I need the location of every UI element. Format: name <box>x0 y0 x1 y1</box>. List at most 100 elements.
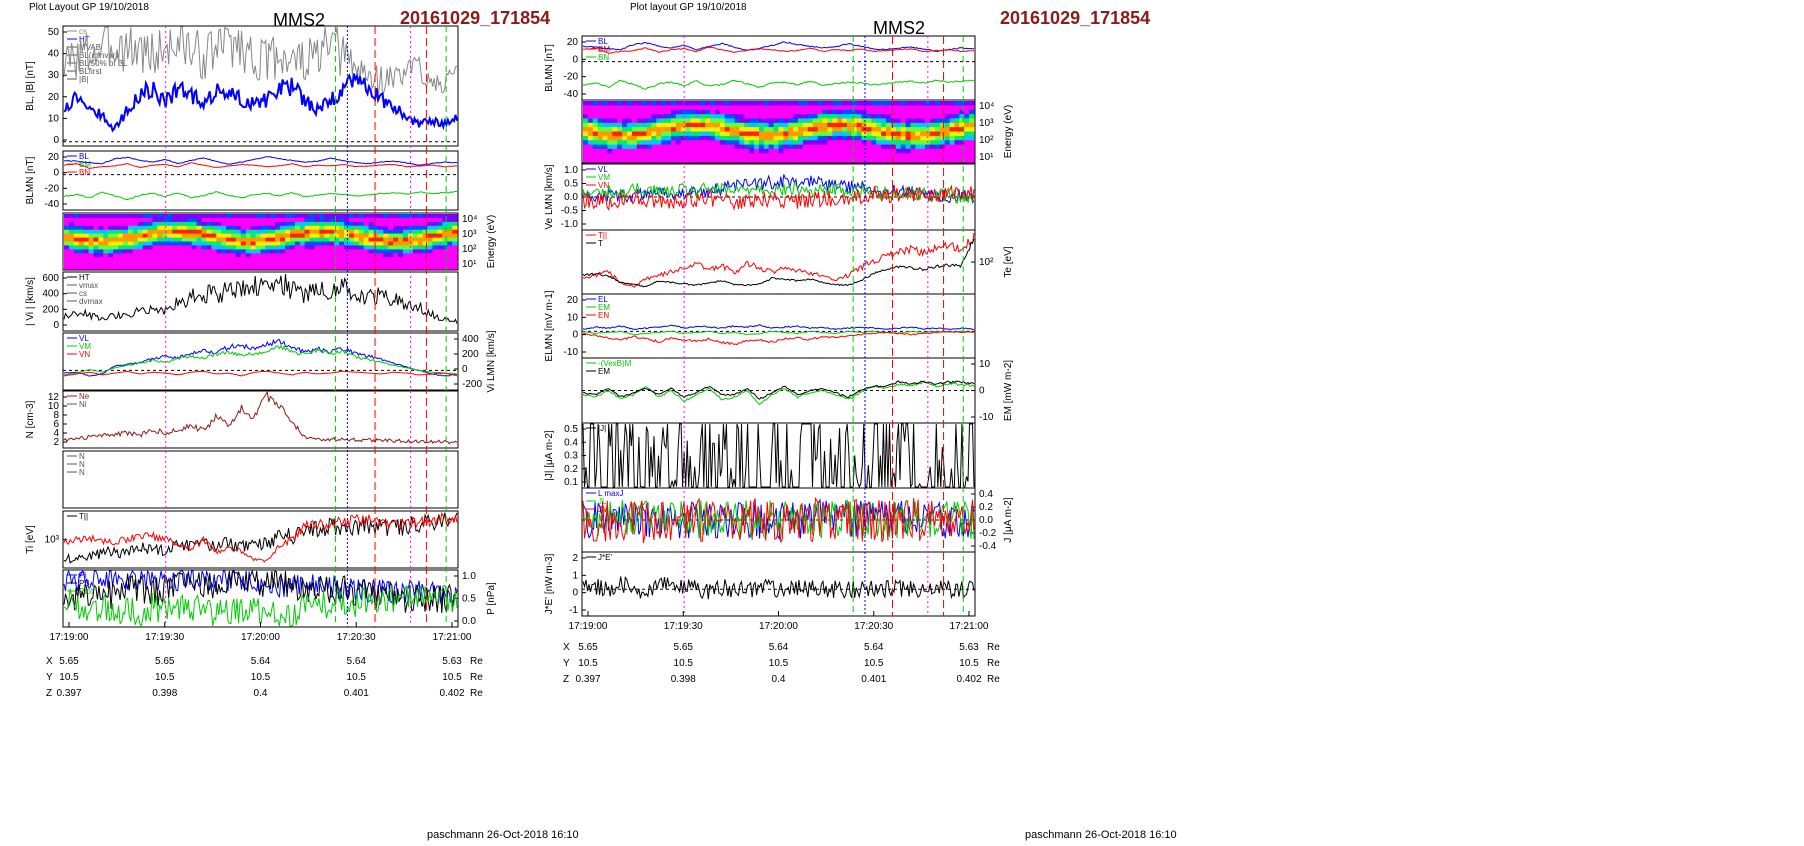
spectrogram-cell <box>636 131 643 137</box>
spectrogram-cell <box>900 135 907 141</box>
right-3-legend-entry: VN <box>598 181 609 190</box>
spectrogram-cell <box>607 140 613 146</box>
spectrogram-cell <box>700 157 706 163</box>
ephemeris-value: 5.64 <box>864 642 884 653</box>
spectrogram-cell <box>744 109 750 115</box>
spectrogram-cell <box>724 105 731 111</box>
spectrogram-cell <box>954 105 960 111</box>
spectrogram-cell <box>734 153 740 159</box>
spectrogram-cell <box>240 249 247 254</box>
spectrogram-cell <box>631 140 638 146</box>
spectrogram-cell <box>407 225 414 231</box>
spectrogram-cell <box>842 105 848 111</box>
spectrogram-cell <box>744 144 750 150</box>
spectrogram-cell <box>368 257 375 262</box>
right-date-tag: 20161029_171854 <box>1000 8 1150 28</box>
spectrogram-cell <box>807 144 814 150</box>
spectrogram-cell <box>617 131 623 137</box>
spectrogram-cell <box>861 144 868 150</box>
spectrogram-cell <box>240 217 247 223</box>
spectrogram-cell <box>353 214 360 219</box>
spectrogram-cell <box>319 229 325 235</box>
spectrogram-cell <box>68 233 75 239</box>
spectrogram-cell <box>817 118 824 124</box>
spectrogram-cell <box>78 253 85 258</box>
spectrogram-cell <box>181 229 188 235</box>
spectrogram-cell <box>142 261 149 266</box>
spectrogram-cell <box>749 148 755 154</box>
left-2-legend-entry: BM <box>79 160 91 169</box>
spectrogram-cell <box>398 265 404 270</box>
spectrogram-cell <box>432 241 438 246</box>
spectrogram-cell <box>788 135 794 141</box>
spectrogram-cell <box>602 144 608 150</box>
right-5-ytick: 0 <box>572 330 578 341</box>
spectrogram-cell <box>452 217 458 223</box>
spectrogram-cell <box>690 127 696 133</box>
spectrogram-cell <box>915 131 921 137</box>
spectrogram-cell <box>715 109 721 115</box>
spectrogram-cell <box>895 157 902 163</box>
time-tick-label: 17:19:00 <box>50 632 89 643</box>
right-2-spectrogram <box>583 101 975 163</box>
spectrogram-cell <box>846 101 853 106</box>
spectrogram-cell <box>700 127 706 133</box>
spectrogram-cell <box>754 101 760 106</box>
spectrogram-cell <box>866 131 872 137</box>
spectrogram-cell <box>132 214 139 219</box>
left-8-series-t-perp <box>63 511 458 563</box>
spectrogram-cell <box>905 114 912 120</box>
spectrogram-cell <box>250 221 257 227</box>
spectrogram-cell <box>592 148 599 154</box>
spectrogram-cell <box>954 127 960 133</box>
spectrogram-cell <box>422 257 429 262</box>
spectrogram-cell <box>432 229 438 235</box>
spectrogram-cell <box>309 225 316 231</box>
spectrogram-cell <box>447 253 453 258</box>
spectrogram-cell <box>68 249 75 254</box>
spectrogram-cell <box>734 101 740 106</box>
spectrogram-cell <box>842 157 848 163</box>
spectrogram-cell <box>73 229 80 235</box>
spectrogram-cell <box>734 148 740 154</box>
spectrogram-cell <box>710 118 716 124</box>
spectrogram-cell <box>285 217 291 223</box>
spectrogram-cell <box>837 127 843 133</box>
spectrogram-cell <box>152 253 158 258</box>
right-7-ytick: 0.2 <box>564 464 578 475</box>
spectrogram-cell <box>763 114 770 120</box>
spectrogram-cell <box>646 135 652 141</box>
spectrogram-cell <box>666 153 672 159</box>
spectrogram-cell <box>969 105 975 111</box>
ephemeris-unit: Re <box>987 658 1000 669</box>
spectrogram-cell <box>353 221 360 227</box>
spectrogram-cell <box>822 105 828 111</box>
spectrogram-cell <box>763 144 770 150</box>
spectrogram-cell <box>373 225 379 231</box>
spectrogram-cell <box>344 265 350 270</box>
spectrogram-cell <box>93 237 99 243</box>
spectrogram-cell <box>666 122 672 128</box>
spectrogram-cell <box>656 114 662 120</box>
spectrogram-cell <box>348 229 355 235</box>
spectrogram-cell <box>417 261 424 266</box>
spectrogram-cell <box>324 261 330 266</box>
spectrogram-cell <box>93 245 99 250</box>
spectrogram-cell <box>886 122 892 128</box>
spectrogram-cell <box>705 101 711 106</box>
spectrogram-cell <box>631 131 638 137</box>
spectrogram-cell <box>949 118 956 124</box>
spectrogram-cell <box>167 237 173 243</box>
spectrogram-cell <box>881 101 887 106</box>
spectrogram-cell <box>934 144 941 150</box>
spectrogram-cell <box>739 157 745 163</box>
spectrogram-cell <box>73 249 80 254</box>
spectrogram-cell <box>452 249 458 254</box>
spectrogram-cell <box>442 245 448 250</box>
spectrogram-cell <box>944 144 951 150</box>
spectrogram-cell <box>944 131 951 137</box>
spectrogram-cell <box>680 135 687 141</box>
spectrogram-cell <box>661 135 667 141</box>
spectrogram-cell <box>583 122 589 128</box>
spectrogram-cell <box>631 122 638 128</box>
